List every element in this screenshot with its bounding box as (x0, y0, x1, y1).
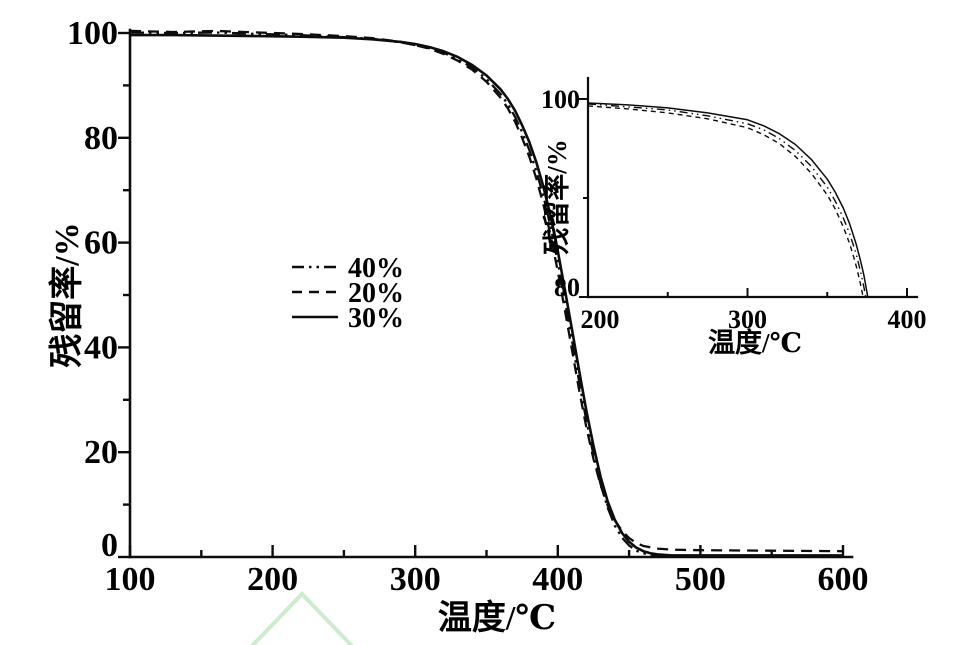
inset-axes (586, 76, 919, 299)
main-ticks (118, 31, 845, 559)
curve-20% (129, 29, 844, 553)
legend-label: 40% (348, 253, 404, 284)
x-tick-label: 200 (581, 305, 620, 334)
legend-label: 30% (348, 303, 404, 334)
curve-30% (588, 102, 869, 297)
main-curves (129, 29, 844, 558)
x-tick-label: 600 (818, 561, 869, 598)
inset-y-axis-label: 残留率/% (541, 139, 572, 255)
curve-30% (130, 33, 843, 557)
main-axes (128, 28, 854, 559)
main-tick-labels: 100 200 300 400 500 600 0 20 40 60 80 100 (67, 15, 869, 598)
main-y-axis-label: 残留率/% (48, 222, 86, 367)
x-tick-label: 400 (532, 561, 583, 598)
curve-40% (129, 31, 843, 558)
inset-x-axis-label: 温度/℃ (708, 327, 802, 358)
x-tick-label: 300 (390, 561, 441, 598)
x-tick-label: 500 (675, 561, 726, 598)
main-plot: 100 200 300 400 500 600 0 20 40 60 80 100 温度/℃ 残留率/… (48, 15, 869, 637)
watermark (250, 591, 354, 645)
inset-curves (588, 102, 869, 297)
legend-item: 20% (292, 278, 404, 309)
y-tick-label: 40 (84, 329, 118, 366)
green-chevron (250, 591, 354, 645)
curve-40% (588, 103, 867, 297)
legend-item: 30% (292, 303, 404, 334)
y-tick-label: 100 (541, 85, 580, 114)
legend-item: 40% (292, 253, 404, 284)
inset-plot: 200 300 400 80 100 温度/℃ 残留率/% (541, 76, 927, 358)
x-tick-label: 200 (247, 561, 298, 598)
y-tick-label: 80 (84, 120, 118, 157)
main-x-axis-label: 温度/℃ (438, 599, 556, 637)
inset-tick-labels: 200 300 400 80 100 (541, 85, 927, 334)
x-tick-label: 300 (728, 305, 767, 334)
y-tick-label: 60 (84, 225, 118, 262)
y-tick-label: 20 (84, 434, 118, 471)
x-tick-label: 400 (888, 305, 927, 334)
legend: 40%20%30% (292, 253, 404, 334)
inset-ticks (579, 98, 908, 298)
y-tick-label: 0 (101, 527, 118, 564)
x-tick-label: 100 (105, 561, 156, 598)
y-tick-label: 100 (67, 15, 118, 52)
curve-20% (588, 105, 864, 297)
y-tick-label: 80 (554, 273, 580, 302)
legend-label: 20% (348, 278, 404, 309)
